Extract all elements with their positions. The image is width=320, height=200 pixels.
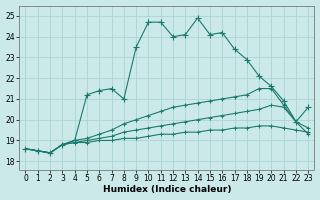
X-axis label: Humidex (Indice chaleur): Humidex (Indice chaleur) bbox=[103, 185, 231, 194]
